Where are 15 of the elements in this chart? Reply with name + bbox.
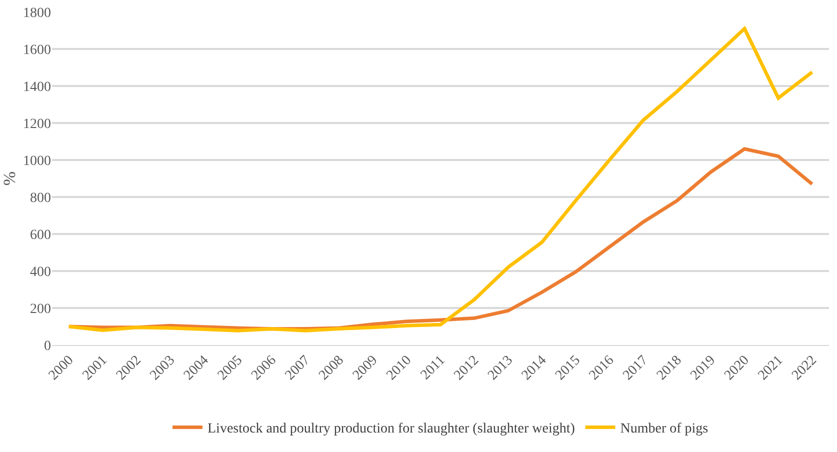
legend-label: Number of pigs: [620, 422, 708, 437]
y-tick-label: 1800: [23, 6, 51, 21]
y-tick-label: 0: [44, 338, 51, 354]
y-tick-label: 200: [30, 302, 51, 317]
legend-label: Livestock and poultry production for slaughter (slaughter weight): [208, 422, 576, 437]
y-tick-label: 400: [30, 264, 51, 280]
line-series: [67, 26, 814, 332]
y-tick-label: 1600: [23, 42, 51, 58]
y-tick-label: 1200: [23, 116, 51, 132]
y-tick-label: 800: [30, 190, 51, 206]
y-tick-label: 1400: [23, 80, 51, 95]
y-tick-label: 1000: [23, 154, 51, 169]
y-tick-label: 600: [30, 228, 51, 243]
y-axis-title: %: [0, 171, 19, 186]
x-tick-label: 2011: [418, 352, 448, 384]
